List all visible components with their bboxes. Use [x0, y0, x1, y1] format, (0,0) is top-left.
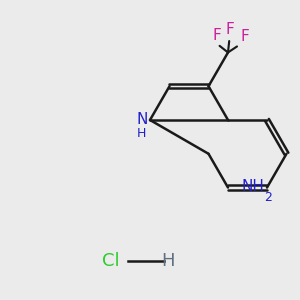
Text: F: F	[213, 28, 221, 43]
Text: 2: 2	[265, 191, 272, 204]
Text: F: F	[225, 22, 234, 38]
Text: N: N	[137, 112, 148, 127]
Text: H: H	[161, 252, 175, 270]
Text: Cl: Cl	[102, 252, 120, 270]
Text: NH: NH	[241, 179, 264, 194]
Text: H: H	[136, 127, 146, 140]
Text: F: F	[240, 29, 249, 44]
